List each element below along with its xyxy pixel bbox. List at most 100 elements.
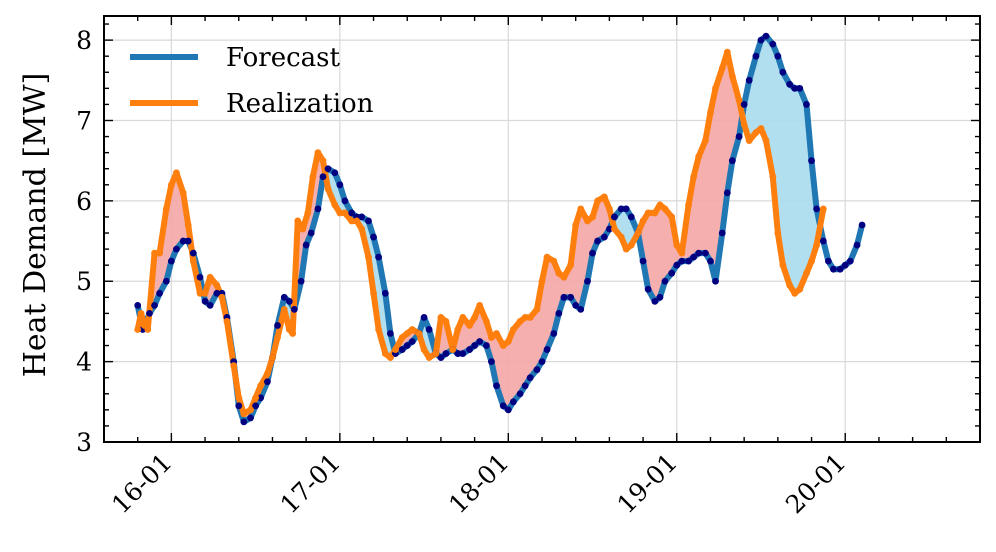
realization-point-86 bbox=[605, 205, 613, 213]
realization-point-10 bbox=[184, 221, 192, 229]
realization-point-47 bbox=[386, 354, 394, 362]
legend-forecast-label: Forecast bbox=[226, 43, 340, 73]
forecast-point-99 bbox=[690, 253, 698, 261]
forecast-point-42 bbox=[370, 233, 377, 241]
realization-point-78 bbox=[560, 273, 568, 281]
realization-point-11 bbox=[189, 257, 197, 265]
realization-point-95 bbox=[656, 201, 664, 209]
realization-point-89 bbox=[622, 245, 630, 253]
forecast-point-84 bbox=[605, 225, 613, 233]
realization-point-60 bbox=[459, 314, 467, 321]
realization-point-42 bbox=[358, 225, 366, 233]
realization-point-58 bbox=[449, 346, 457, 353]
realization-point-104 bbox=[707, 109, 714, 116]
forecast-point-94 bbox=[661, 277, 669, 285]
forecast-point-116 bbox=[786, 80, 794, 88]
realization-point-121 bbox=[803, 269, 810, 277]
realization-point-85 bbox=[600, 193, 608, 201]
forecast-point-19 bbox=[240, 418, 248, 426]
y-tick-label-2: 5 bbox=[76, 267, 92, 296]
forecast-point-108 bbox=[740, 101, 748, 108]
forecast-point-21 bbox=[252, 402, 260, 410]
realization-point-97 bbox=[668, 213, 676, 221]
realization-point-38 bbox=[336, 209, 344, 217]
forecast-point-12 bbox=[201, 297, 209, 305]
forecast-point-23 bbox=[264, 378, 271, 386]
realization-point-112 bbox=[752, 129, 760, 136]
forecast-point-31 bbox=[307, 229, 315, 237]
forecast-point-125 bbox=[836, 265, 844, 273]
forecast-point-3 bbox=[151, 301, 158, 309]
forecast-point-117 bbox=[791, 84, 799, 92]
realization-point-36 bbox=[324, 185, 332, 193]
realization-point-66 bbox=[493, 330, 500, 337]
forecast-point-87 bbox=[622, 205, 630, 213]
forecast-point-7 bbox=[173, 245, 180, 253]
forecast-point-13 bbox=[206, 301, 214, 309]
realization-point-8 bbox=[173, 169, 180, 177]
fill-over-forecast-15 bbox=[638, 52, 744, 301]
realization-point-25 bbox=[269, 354, 276, 362]
realization-point-76 bbox=[550, 257, 558, 265]
realization-point-88 bbox=[617, 233, 625, 241]
forecast-point-20 bbox=[247, 414, 254, 422]
forecast-point-52 bbox=[425, 326, 433, 333]
y-tick-label-3: 6 bbox=[76, 187, 92, 216]
realization-point-93 bbox=[644, 209, 652, 217]
forecast-point-69 bbox=[521, 382, 529, 390]
forecast-point-47 bbox=[398, 346, 406, 353]
realization-point-113 bbox=[757, 125, 765, 132]
realization-point-12 bbox=[196, 289, 204, 297]
y-tick-label-0: 3 bbox=[76, 428, 92, 457]
realization-point-32 bbox=[304, 209, 312, 217]
x-tick-label-3: 19-01 bbox=[612, 448, 683, 519]
forecast-point-107 bbox=[735, 133, 743, 140]
realization-point-15 bbox=[213, 281, 221, 289]
realization-point-90 bbox=[627, 241, 635, 249]
forecast-point-79 bbox=[577, 305, 585, 313]
forecast-point-61 bbox=[476, 338, 484, 345]
forecast-point-37 bbox=[341, 197, 349, 205]
realization-point-3 bbox=[144, 326, 152, 333]
realization-point-62 bbox=[471, 314, 479, 321]
realization-point-107 bbox=[723, 48, 731, 56]
fill-under-forecast-10 bbox=[326, 168, 395, 358]
realization-point-53 bbox=[420, 346, 428, 353]
realization-point-92 bbox=[639, 217, 647, 225]
realization-point-31 bbox=[299, 225, 307, 233]
forecast-point-4 bbox=[156, 289, 163, 297]
realization-point-79 bbox=[567, 261, 575, 269]
forecast-point-92 bbox=[651, 297, 659, 305]
forecast-point-65 bbox=[499, 402, 507, 410]
realization-point-24 bbox=[264, 370, 271, 378]
realization-point-6 bbox=[162, 205, 170, 213]
forecast-point-18 bbox=[235, 402, 243, 410]
fill-over-forecast-3 bbox=[150, 173, 193, 313]
realization-point-5 bbox=[156, 249, 163, 257]
forecast-point-49 bbox=[408, 338, 416, 345]
forecast-point-2 bbox=[146, 309, 153, 317]
forecast-point-105 bbox=[723, 189, 731, 197]
x-tick-label-2: 18-01 bbox=[443, 448, 514, 519]
forecast-point-126 bbox=[841, 261, 849, 269]
forecast-point-91 bbox=[644, 285, 652, 293]
forecast-point-27 bbox=[285, 297, 293, 305]
forecast-point-75 bbox=[555, 309, 563, 317]
forecast-point-55 bbox=[442, 350, 450, 357]
forecast-point-60 bbox=[471, 342, 479, 349]
legend-realization-label: Realization bbox=[226, 89, 374, 119]
forecast-point-41 bbox=[365, 217, 372, 225]
realization-point-115 bbox=[769, 173, 777, 181]
realization-point-37 bbox=[331, 201, 339, 209]
forecast-point-77 bbox=[567, 293, 575, 301]
forecast-point-0 bbox=[134, 301, 142, 309]
forecast-point-115 bbox=[779, 68, 787, 76]
forecast-point-51 bbox=[420, 314, 428, 321]
realization-point-71 bbox=[521, 314, 529, 321]
forecast-point-109 bbox=[745, 76, 753, 84]
realization-point-56 bbox=[437, 314, 445, 321]
forecast-point-82 bbox=[594, 237, 601, 245]
forecast-point-119 bbox=[803, 101, 810, 108]
realization-point-119 bbox=[791, 289, 799, 297]
realization-point-118 bbox=[786, 281, 794, 289]
